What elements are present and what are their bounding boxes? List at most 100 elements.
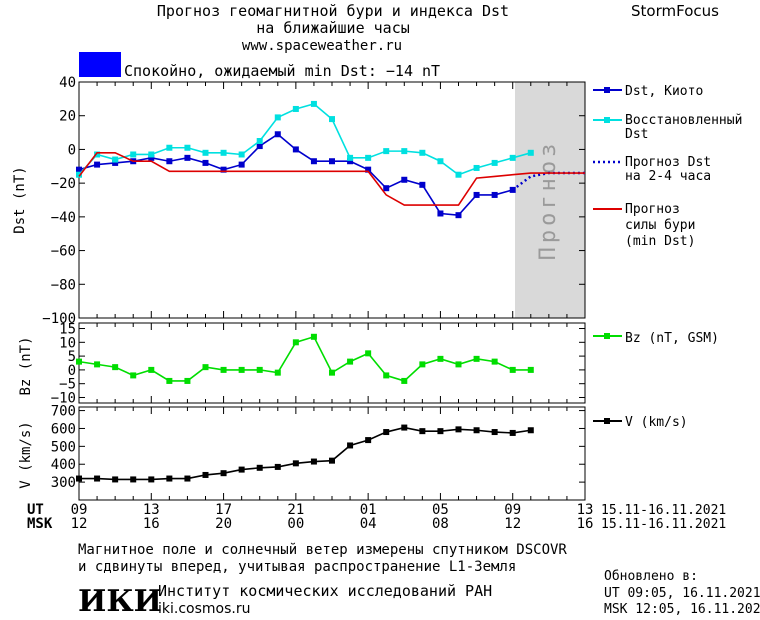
updated-msk: MSK 12:05, 16.11.2021 <box>604 602 760 617</box>
msk-tick-label: 16 <box>577 516 594 532</box>
series-line <box>78 103 532 176</box>
data-point <box>76 475 82 482</box>
data-point <box>455 426 462 433</box>
data-point <box>112 364 119 371</box>
msk-tick-label: 00 <box>287 516 304 532</box>
msk-tick-label: 16 <box>143 516 160 532</box>
data-point <box>274 369 281 376</box>
data-point <box>112 476 119 483</box>
data-point <box>310 158 317 165</box>
data-point <box>76 166 82 173</box>
data-point <box>401 424 408 431</box>
data-point <box>401 377 408 384</box>
data-point <box>437 210 444 217</box>
y-tick-label: −40 <box>51 210 76 226</box>
updated-label: Обновлено в: <box>604 569 698 584</box>
v-frame <box>78 406 586 501</box>
data-point <box>383 148 390 155</box>
data-point <box>292 339 299 346</box>
institute-name: Институт космических исследований РАН <box>158 582 492 600</box>
data-point <box>347 154 354 161</box>
data-point <box>383 429 390 436</box>
data-point <box>491 429 498 436</box>
data-point <box>292 460 299 467</box>
data-point <box>473 164 480 171</box>
y-tick-label: 700 <box>51 404 76 420</box>
legend-storm-label-1: Прогноз <box>625 202 680 217</box>
forecast-band-label: Прогноз <box>536 140 561 261</box>
series-line <box>78 335 531 382</box>
data-point <box>130 476 137 483</box>
y-tick-label: 0 <box>68 142 76 158</box>
msk-tick-label: 12 <box>504 516 521 532</box>
data-point <box>148 151 155 158</box>
data-point <box>292 146 299 153</box>
y-tick-label: −100 <box>42 311 76 327</box>
data-point <box>383 185 390 192</box>
data-point <box>202 364 209 371</box>
series-line <box>78 152 585 206</box>
legend-dst: Dst, Киото Восстановленный Dst Прогноз D… <box>593 84 742 249</box>
y-tick-label: 600 <box>51 421 76 437</box>
data-point <box>220 470 227 477</box>
data-point <box>148 154 155 161</box>
data-point <box>274 131 281 138</box>
y-tick-label: 400 <box>51 457 76 473</box>
series-line <box>78 133 513 217</box>
data-point <box>238 161 245 168</box>
data-point <box>401 176 408 183</box>
legend-marker-dst <box>604 87 610 93</box>
data-point <box>419 361 426 368</box>
data-point <box>365 154 372 161</box>
data-point <box>202 149 209 156</box>
data-point <box>437 158 444 165</box>
data-point <box>347 358 354 365</box>
bz-frame <box>78 322 586 404</box>
ut-label: UT <box>27 502 44 518</box>
data-point <box>491 358 498 365</box>
dst-panel: Прогноз 40 20 0 −20 −40 −60 −80 −100 <box>42 75 586 327</box>
data-point <box>509 366 516 373</box>
data-point <box>94 151 101 158</box>
y-tick-label: 20 <box>59 109 76 125</box>
data-point <box>184 475 191 482</box>
legend-v: V (km/s) <box>593 415 688 430</box>
data-point <box>166 377 173 384</box>
data-point <box>202 471 209 478</box>
ut-tick-label: 13 <box>143 502 160 518</box>
data-point <box>166 475 173 482</box>
data-point <box>329 116 335 123</box>
data-point <box>256 138 263 144</box>
ut-date-range: 15.11-16.11.2021 <box>601 503 726 518</box>
data-point <box>310 100 317 107</box>
y-tick-label: 0 <box>68 363 76 379</box>
data-point <box>76 171 82 178</box>
data-point <box>455 171 462 178</box>
data-point <box>238 366 245 373</box>
data-point <box>130 372 137 379</box>
data-point <box>347 158 354 165</box>
data-point <box>473 191 480 198</box>
y-tick-label: 300 <box>51 475 76 491</box>
status-text: Спокойно, ожидаемый min Dst: −14 nT <box>124 62 440 80</box>
status-swatch <box>79 52 121 77</box>
dst-ylabel: Dst (nT) <box>12 166 28 233</box>
data-point <box>274 463 281 470</box>
data-point <box>509 154 516 161</box>
ut-tick-label: 09 <box>504 502 521 518</box>
data-point <box>202 159 209 166</box>
data-point <box>256 143 263 150</box>
data-point <box>274 114 281 121</box>
data-point <box>437 355 444 362</box>
msk-tick-label: 08 <box>432 516 449 532</box>
ut-tick-label: 09 <box>71 502 88 518</box>
data-point <box>365 166 372 173</box>
data-point <box>527 427 534 434</box>
legend-v-label: V (km/s) <box>625 415 688 430</box>
iki-logo: ИКИ <box>78 584 162 619</box>
y-tick-label: −60 <box>51 244 76 260</box>
data-point <box>509 429 516 436</box>
msk-tick-label: 12 <box>71 516 88 532</box>
data-point <box>491 191 498 198</box>
data-point <box>148 366 155 373</box>
